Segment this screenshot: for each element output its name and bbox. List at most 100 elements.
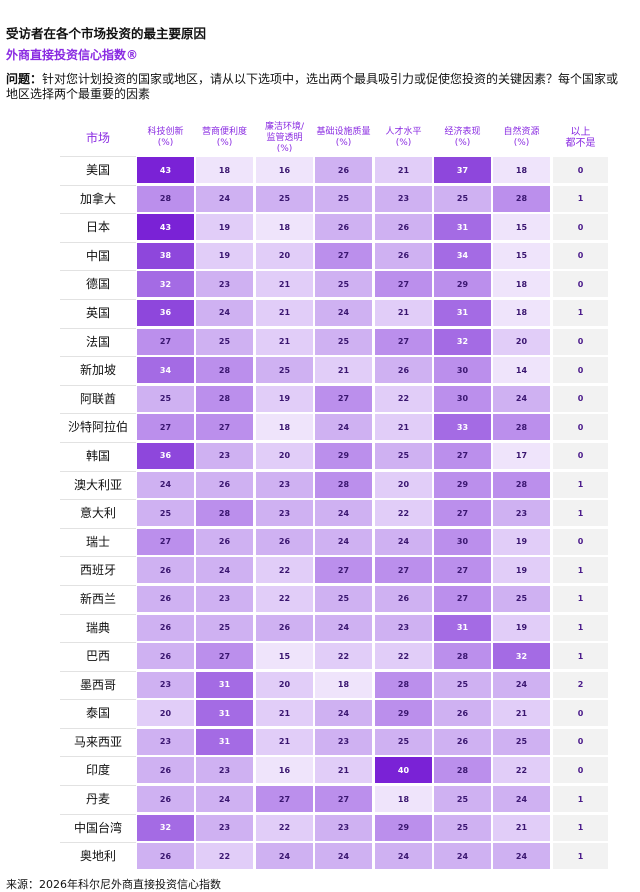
- table-row: 泰国 20 31 21 24 29 26 21 0: [0, 699, 640, 728]
- table-row: 沙特阿拉伯 27 27 18 24 21 33 28 0: [0, 413, 640, 442]
- market-label: 意大利: [60, 499, 136, 525]
- heatmap-cell: 21: [493, 814, 550, 841]
- none-value-cell: 0: [553, 385, 608, 412]
- column-header: 营商便利度 (%): [201, 127, 247, 148]
- market-label: 新加坡: [60, 356, 136, 382]
- heatmap-cell: 27: [137, 528, 194, 555]
- heatmap-cell: 22: [196, 843, 253, 870]
- heatmap-cell: 24: [315, 528, 372, 555]
- column-header: 自然资源 (%): [503, 127, 540, 148]
- heatmap-cell: 26: [315, 214, 372, 241]
- market-label: 德国: [60, 270, 136, 296]
- none-value-cell: 0: [553, 728, 608, 755]
- source-note: 来源：2026年科尔尼外商直接投资信心指数: [6, 878, 221, 891]
- market-label: 沙特阿拉伯: [60, 413, 136, 439]
- heatmap-cell: 27: [315, 786, 372, 813]
- market-label: 奥地利: [60, 842, 136, 868]
- table-row: 新西兰 26 23 22 25 26 27 25 1: [0, 584, 640, 614]
- heatmap-cell: 24: [493, 385, 550, 412]
- table-row: 德国 32 23 21 25 27 29 18 0: [0, 270, 640, 299]
- heatmap-cell: 25: [434, 671, 491, 698]
- heatmap-cell: 21: [256, 328, 313, 355]
- table-row: 法国 27 25 21 25 27 32 20 0: [0, 327, 640, 357]
- heatmap-cell: 16: [256, 757, 313, 784]
- market-label: 中国: [60, 241, 136, 268]
- heatmap-cell: 28: [315, 471, 372, 498]
- heatmap-cell: 27: [315, 557, 372, 584]
- none-value-cell: 1: [553, 500, 608, 527]
- heatmap-cell: 27: [196, 414, 253, 441]
- heatmap-cell: 27: [315, 242, 372, 269]
- column-header: 科技创新 (%): [147, 127, 184, 148]
- heatmap-cell: 27: [375, 271, 432, 298]
- none-value-cell: 0: [553, 328, 608, 355]
- heatmap-cell: 28: [493, 414, 550, 441]
- heatmap-cell: 23: [315, 728, 372, 755]
- heatmap-cell: 27: [434, 442, 491, 469]
- heatmap-cell: 26: [196, 471, 253, 498]
- heatmap-cell: 21: [375, 414, 432, 441]
- heatmap-cell: 25: [137, 500, 194, 527]
- heatmap-cell: 31: [196, 671, 253, 698]
- heatmap-cell: 26: [256, 614, 313, 641]
- heatmap-cell: 26: [375, 242, 432, 269]
- heatmap-cell: 28: [434, 757, 491, 784]
- market-label: 韩国: [60, 441, 136, 468]
- heatmap-cell: 25: [315, 328, 372, 355]
- none-value-cell: 1: [553, 299, 608, 326]
- heatmap-cell: 24: [434, 843, 491, 870]
- none-value-cell: 0: [553, 157, 608, 183]
- heatmap-cell: 16: [256, 157, 313, 183]
- table-row: 意大利 25 28 23 24 22 27 23 1: [0, 499, 640, 528]
- heatmap-cell: 26: [434, 728, 491, 755]
- chart-title: 受访者在各个市场投资的最主要原因: [6, 26, 207, 41]
- heatmap-cell: 27: [196, 643, 253, 670]
- heatmap-cell: 24: [493, 786, 550, 813]
- heatmap-cell: 26: [137, 843, 194, 870]
- heatmap-cell: 25: [434, 786, 491, 813]
- heatmap-cell: 22: [256, 557, 313, 584]
- heatmap-cell: 15: [493, 214, 550, 241]
- heatmap-cell: 38: [137, 242, 194, 269]
- heatmap-cell: 28: [196, 357, 253, 384]
- heatmap-cell: 24: [315, 500, 372, 527]
- market-label: 墨西哥: [60, 670, 136, 697]
- heatmap-cell: 21: [375, 299, 432, 326]
- none-value-cell: 1: [553, 843, 608, 870]
- heatmap-cell: 25: [196, 614, 253, 641]
- market-label: 巴西: [60, 642, 136, 668]
- heatmap-cell: 24: [256, 843, 313, 870]
- market-label: 美国: [60, 156, 136, 182]
- none-value-cell: 1: [553, 557, 608, 584]
- table-row: 巴西 26 27 15 22 22 28 32 1: [0, 642, 640, 671]
- heatmap-cell: 21: [256, 271, 313, 298]
- heatmap-cell: 18: [256, 214, 313, 241]
- heatmap-cell: 22: [375, 500, 432, 527]
- heatmap-cell: 30: [434, 385, 491, 412]
- table-row: 墨西哥 23 31 20 18 28 25 24 2: [0, 670, 640, 700]
- heatmap-cell: 19: [196, 214, 253, 241]
- table-header-row: 市场 科技创新 (%) 营商便利度 (%) 廉洁环境/监管透明 (%) 基础设施质量 (%) 人…: [0, 121, 640, 155]
- none-value-cell: 1: [553, 614, 608, 641]
- heatmap-cell: 28: [434, 643, 491, 670]
- heatmap-cell: 24: [375, 843, 432, 870]
- heatmap-cell: 26: [375, 357, 432, 384]
- heatmap-cell: 28: [375, 671, 432, 698]
- heatmap-cell: 25: [315, 185, 372, 212]
- heatmap-cell: 18: [493, 299, 550, 326]
- heatmap-cell: 29: [315, 442, 372, 469]
- market-label: 澳大利亚: [60, 470, 136, 497]
- table-row: 英国 36 24 21 24 21 31 18 1: [0, 298, 640, 328]
- heatmap-cell: 25: [434, 814, 491, 841]
- table-row: 中国台湾 32 23 22 23 29 25 21 1: [0, 813, 640, 843]
- none-value-cell: 0: [553, 357, 608, 384]
- none-value-cell: 1: [553, 643, 608, 670]
- market-label: 新西兰: [60, 584, 136, 611]
- heatmap-cell: 22: [256, 814, 313, 841]
- market-label: 瑞典: [60, 613, 136, 640]
- heatmap-cell: 26: [137, 585, 194, 612]
- table-row: 日本 43 19 18 26 26 31 15 0: [0, 213, 640, 242]
- market-column-header: 市场: [85, 130, 110, 145]
- heatmap-cell: 22: [375, 643, 432, 670]
- heatmap-cell: 18: [375, 786, 432, 813]
